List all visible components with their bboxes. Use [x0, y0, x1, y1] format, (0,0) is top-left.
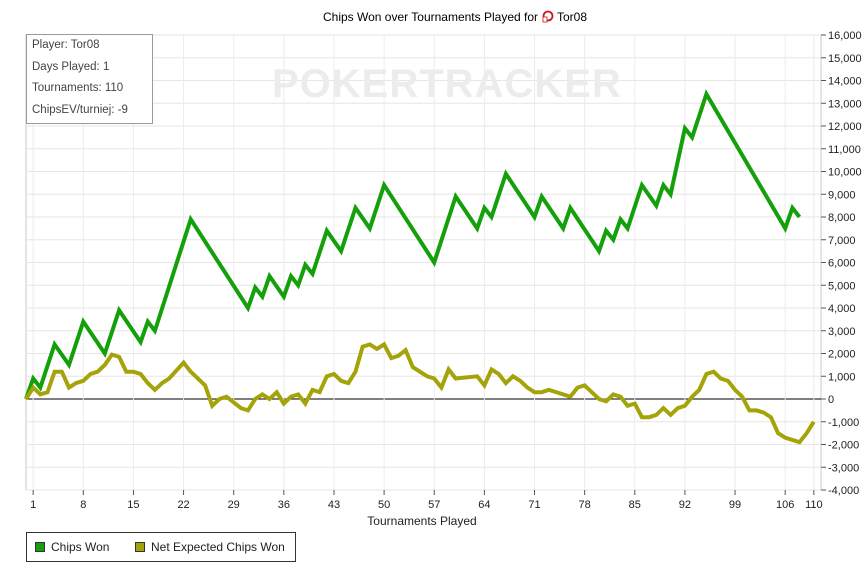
x-tick-label: 36: [278, 499, 290, 511]
y-tick-label: 10,000: [828, 167, 862, 179]
info-tournaments: Tournaments: 110: [32, 82, 124, 94]
y-tick-label: 8,000: [828, 212, 856, 224]
legend: Chips Won Net Expected Chips Won: [26, 532, 296, 562]
axes: -4,000 -3,000 -2,000 -1,000 0 1,000 2,000 3,000…: [30, 30, 862, 511]
y-tick-label: 11,000: [828, 144, 861, 156]
x-tick-label: 57: [428, 499, 440, 511]
x-tick-label: 110: [805, 499, 823, 511]
y-tick-label: 5,000: [828, 280, 856, 292]
player-icon: [542, 10, 554, 23]
y-tick-label: 12,000: [828, 121, 862, 133]
legend-item-chips-won[interactable]: Chips Won: [35, 540, 109, 554]
legend-label-net-expected: Net Expected Chips Won: [151, 540, 285, 554]
y-tick-label: 13,000: [828, 98, 862, 110]
series-layer: [24, 89, 816, 445]
x-tick-label: 92: [679, 499, 691, 511]
x-tick-label: 43: [328, 499, 340, 511]
pokertracker-watermark: POKERTRACKER: [272, 62, 622, 106]
chart-title: Chips Won over Tournaments Played for: [323, 10, 538, 24]
y-tick-label: 7,000: [828, 235, 856, 247]
x-tick-label: 106: [776, 499, 794, 511]
y-tick-label: 6,000: [828, 258, 856, 270]
y-tick-label: 9,000: [828, 189, 856, 201]
x-tick-label: 29: [228, 499, 240, 511]
x-tick-label: 85: [629, 499, 641, 511]
x-tick-label: 1: [30, 499, 36, 511]
y-tick-label: 2,000: [828, 349, 856, 361]
x-tick-label: 50: [378, 499, 390, 511]
x-tick-label: 99: [729, 499, 741, 511]
series-line-net-expected: [24, 341, 816, 445]
y-tick-label: -2,000: [828, 440, 859, 452]
x-tick-label: 8: [80, 499, 86, 511]
info-days: Days Played: 1: [32, 60, 110, 73]
y-tick-label: 16,000: [828, 30, 862, 42]
y-tick-label: 1,000: [828, 371, 856, 383]
series-line-chips-won: [24, 89, 802, 400]
info-chipsev: ChipsEV/turniej: -9: [32, 103, 128, 116]
legend-swatch-net-expected: [135, 542, 145, 552]
y-tick-label: -4,000: [828, 485, 859, 497]
x-tick-label: 22: [177, 499, 189, 511]
y-tick-label: 0: [828, 394, 834, 406]
x-tick-label: 15: [127, 499, 139, 511]
y-tick-label: 3,000: [828, 326, 856, 338]
x-tick-label: 78: [579, 499, 591, 511]
y-tick-label: -3,000: [828, 462, 859, 474]
y-tick-label: 15,000: [828, 53, 862, 65]
legend-item-net-expected[interactable]: Net Expected Chips Won: [135, 540, 285, 554]
info-box: Player: Tor08 Days Played: 1 Tournaments…: [26, 34, 153, 124]
legend-label-chips-won: Chips Won: [51, 540, 110, 554]
info-player: Player: Tor08: [32, 39, 100, 51]
legend-swatch-chips-won: [35, 542, 45, 552]
y-tick-label: -1,000: [828, 417, 859, 429]
x-tick-label: 64: [478, 499, 490, 511]
x-tick-label: 71: [528, 499, 540, 511]
chart-title-player: Tor08: [557, 10, 587, 24]
y-tick-label: 14,000: [828, 76, 862, 88]
y-tick-label: 4,000: [828, 303, 856, 315]
x-axis-title: Tournaments Played: [367, 514, 476, 528]
